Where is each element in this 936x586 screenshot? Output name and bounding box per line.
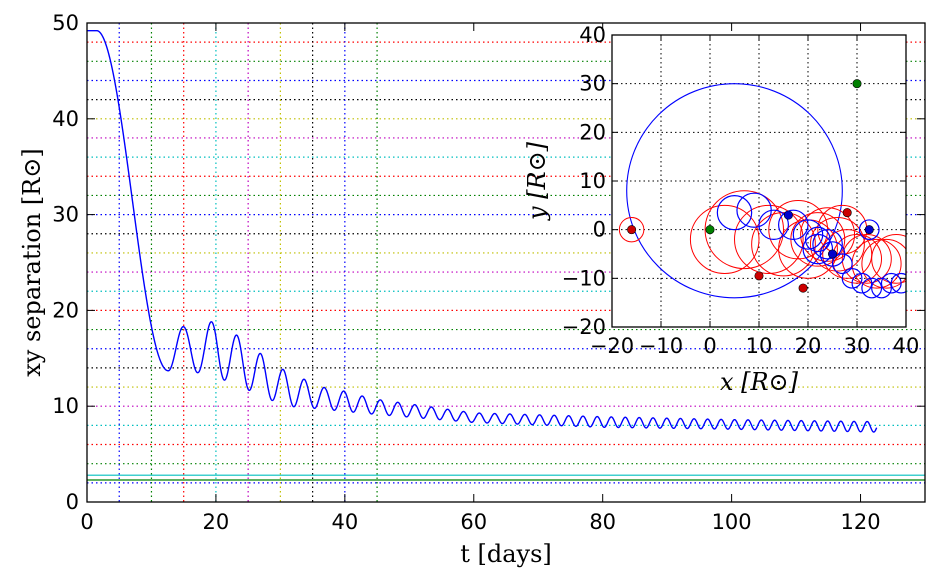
inset-y-tick-label: −20 bbox=[562, 315, 606, 339]
x-tick-label: 20 bbox=[203, 510, 230, 534]
blue-orbit-loop bbox=[880, 272, 902, 294]
x-tick-label: 100 bbox=[712, 510, 752, 534]
x-tick-label: 80 bbox=[589, 510, 616, 534]
y-tick-label: 30 bbox=[52, 203, 79, 227]
blue-orbit-loop bbox=[890, 272, 906, 294]
red-orbit-loop bbox=[809, 217, 865, 272]
inset-y-tick-label: 40 bbox=[579, 23, 606, 47]
inset-x-tick-label: 40 bbox=[893, 334, 920, 358]
inset-x-tick-label: 10 bbox=[746, 334, 773, 358]
inset-x-tick-label: 30 bbox=[844, 334, 871, 358]
inset-point bbox=[754, 271, 764, 281]
separation-line bbox=[87, 29, 878, 433]
red-orbit-loop bbox=[832, 234, 882, 284]
blue-orbit-loop bbox=[841, 268, 863, 289]
x-tick-label: 120 bbox=[840, 510, 880, 534]
y-tick-label: 40 bbox=[52, 107, 79, 131]
blue-orbit-loop bbox=[758, 209, 789, 240]
inset-y-axis-label: y [R⊙] bbox=[523, 141, 551, 221]
x-tick-label: 40 bbox=[331, 510, 358, 534]
blue-orbit-loop bbox=[812, 229, 843, 260]
red-orbit-loop bbox=[704, 190, 784, 270]
x-axis-label: t [days] bbox=[460, 540, 552, 568]
blue-orbit-loop bbox=[804, 226, 831, 253]
inset-point bbox=[705, 225, 715, 235]
inset-point bbox=[798, 283, 808, 293]
inset-point bbox=[852, 79, 862, 89]
inset-x-tick-label: −20 bbox=[590, 334, 634, 358]
red-orbit-loop bbox=[734, 204, 804, 274]
inset-point bbox=[842, 208, 852, 218]
blue-orbit-loop bbox=[802, 233, 834, 265]
y-tick-label: 50 bbox=[52, 11, 79, 35]
red-orbit-loop bbox=[618, 217, 645, 243]
blue-orbit-loop bbox=[792, 219, 824, 250]
inset-y-tick-label: −10 bbox=[562, 266, 606, 290]
red-orbit-loop bbox=[751, 212, 816, 277]
inset-y-tick-label: 10 bbox=[579, 169, 606, 193]
inset-x-tick-label: 20 bbox=[795, 334, 822, 358]
red-orbit-loop bbox=[689, 204, 760, 274]
x-tick-label: 60 bbox=[460, 510, 487, 534]
blue-orbit-loop bbox=[777, 209, 809, 240]
inset-point bbox=[783, 210, 793, 220]
blue-orbit-loop bbox=[851, 272, 873, 294]
inset-plot-area bbox=[612, 35, 906, 327]
large-orbit bbox=[626, 83, 843, 299]
blue-orbit-loop bbox=[831, 253, 853, 275]
blue-orbit-loop bbox=[871, 277, 892, 299]
y-tick-label: 20 bbox=[52, 298, 79, 322]
red-orbit-loop bbox=[841, 234, 892, 284]
y-tick-label: 10 bbox=[52, 394, 79, 418]
main-plot-frame bbox=[86, 22, 926, 503]
y-axis-label: xy separation [R⊙] bbox=[18, 148, 46, 376]
inset-y-tick-label: 0 bbox=[593, 218, 606, 242]
blue-orbit-loop bbox=[716, 195, 753, 231]
blue-orbit-loop bbox=[858, 219, 880, 241]
inset-y-tick-label: 30 bbox=[579, 72, 606, 96]
red-orbit-loop bbox=[871, 234, 906, 284]
inset-x-axis-label: x [R⊙] bbox=[720, 368, 799, 396]
inset-x-tick-label: 0 bbox=[703, 334, 716, 358]
inset-point bbox=[627, 225, 637, 235]
inset-point bbox=[864, 225, 874, 235]
red-orbit-loop bbox=[861, 238, 906, 289]
inset-y-tick-label: 20 bbox=[579, 120, 606, 144]
inset-x-tick-label: −10 bbox=[639, 334, 683, 358]
inset-point bbox=[827, 249, 837, 259]
x-tick-label: 0 bbox=[80, 510, 93, 534]
y-tick-label: 0 bbox=[66, 490, 79, 514]
blue-orbit-loop bbox=[861, 277, 883, 299]
